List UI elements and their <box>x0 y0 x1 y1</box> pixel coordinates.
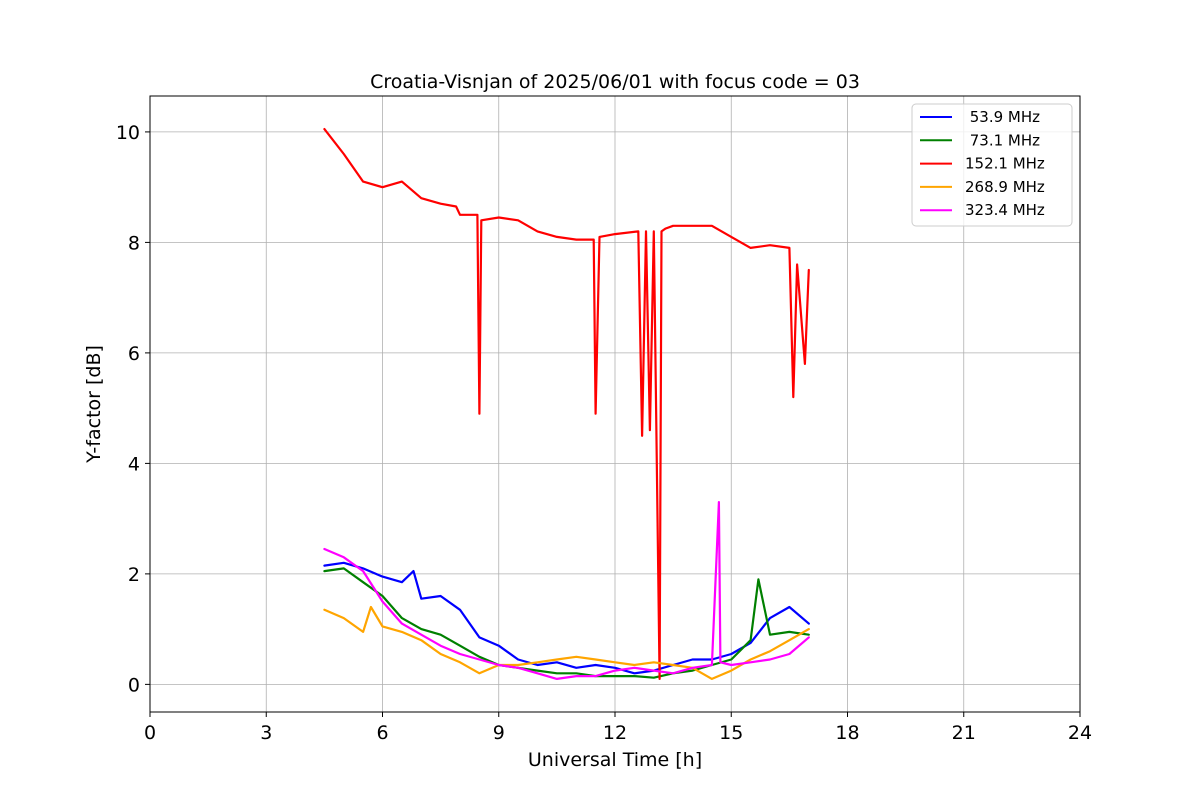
series-line-2 <box>323 128 810 681</box>
legend-label: 268.9 MHz <box>965 178 1045 196</box>
x-tick-label: 15 <box>719 722 743 744</box>
x-tick-label: 0 <box>144 722 156 744</box>
x-tick-label: 3 <box>260 722 272 744</box>
y-axis-label: Y-factor [dB] <box>83 345 105 464</box>
legend: 53.9 MHz 73.1 MHz 152.1 MHz 268.9 MHz 323.4… <box>911 103 1073 227</box>
y-tick-label: 2 <box>128 564 140 586</box>
legend-box <box>911 103 1073 227</box>
x-axis-ticks: 0 3 6 9 12 15 18 21 24 <box>144 712 1092 744</box>
series-line-3 <box>323 605 810 681</box>
legend-label: 53.9 MHz <box>965 108 1040 126</box>
x-tick-label: 9 <box>493 722 505 744</box>
legend-label: 152.1 MHz <box>965 155 1045 173</box>
y-tick-label: 6 <box>128 343 140 365</box>
series-line-1 <box>323 567 810 679</box>
legend-label: 323.4 MHz <box>965 201 1045 219</box>
x-axis-label: Universal Time [h] <box>528 749 702 771</box>
grid-lines <box>149 96 1081 712</box>
series-line-4 <box>323 501 810 681</box>
x-tick-label: 18 <box>835 722 859 744</box>
legend-label: 73.1 MHz <box>965 131 1040 149</box>
series-lines <box>323 128 810 681</box>
y-tick-label: 8 <box>128 232 140 254</box>
y-tick-label: 0 <box>128 674 140 696</box>
y-tick-label: 4 <box>128 453 140 475</box>
x-tick-label: 24 <box>1068 722 1092 744</box>
chart-title: Croatia-Visnjan of 2025/06/01 with focus… <box>370 71 860 93</box>
series-line-0 <box>323 561 810 675</box>
y-axis-ticks: 0 2 4 6 8 10 <box>116 122 150 696</box>
x-tick-label: 6 <box>376 722 388 744</box>
x-tick-label: 21 <box>952 722 976 744</box>
x-tick-label: 12 <box>603 722 627 744</box>
y-tick-label: 10 <box>116 122 140 144</box>
